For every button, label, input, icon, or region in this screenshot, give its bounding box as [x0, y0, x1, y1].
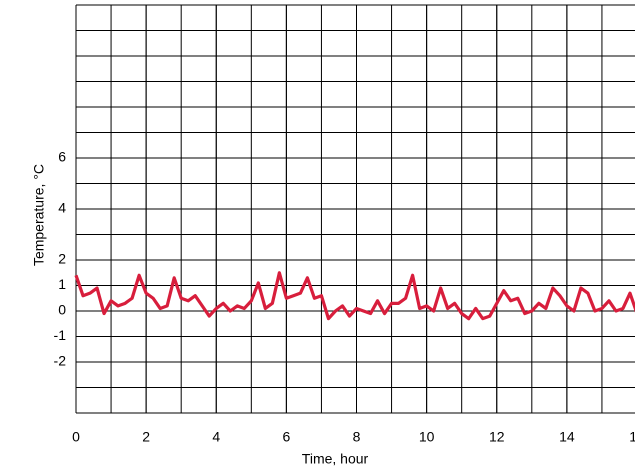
y-tick-label: -1 — [54, 327, 67, 343]
x-tick-label: 8 — [353, 429, 361, 445]
y-axis-label: Temperature, °C — [31, 164, 47, 266]
x-tick-label: 2 — [142, 429, 150, 445]
y-tick-label: 4 — [58, 200, 66, 216]
y-tick-label: -2 — [54, 353, 67, 369]
y-tick-label: 1 — [58, 276, 66, 292]
y-tick-label: 2 — [58, 251, 66, 267]
y-tick-label: 0 — [58, 302, 66, 318]
y-tick-label: 6 — [58, 149, 66, 165]
x-axis-label: Time, hour — [302, 451, 369, 467]
x-tick-label: 12 — [489, 429, 505, 445]
x-tick-label: 0 — [72, 429, 80, 445]
x-tick-label: 6 — [282, 429, 290, 445]
x-tick-label: 10 — [419, 429, 435, 445]
x-tick-label: 14 — [559, 429, 575, 445]
temperature-line — [74, 271, 635, 321]
x-tick-label: 4 — [212, 429, 220, 445]
x-tick-label: 16 — [629, 429, 635, 445]
